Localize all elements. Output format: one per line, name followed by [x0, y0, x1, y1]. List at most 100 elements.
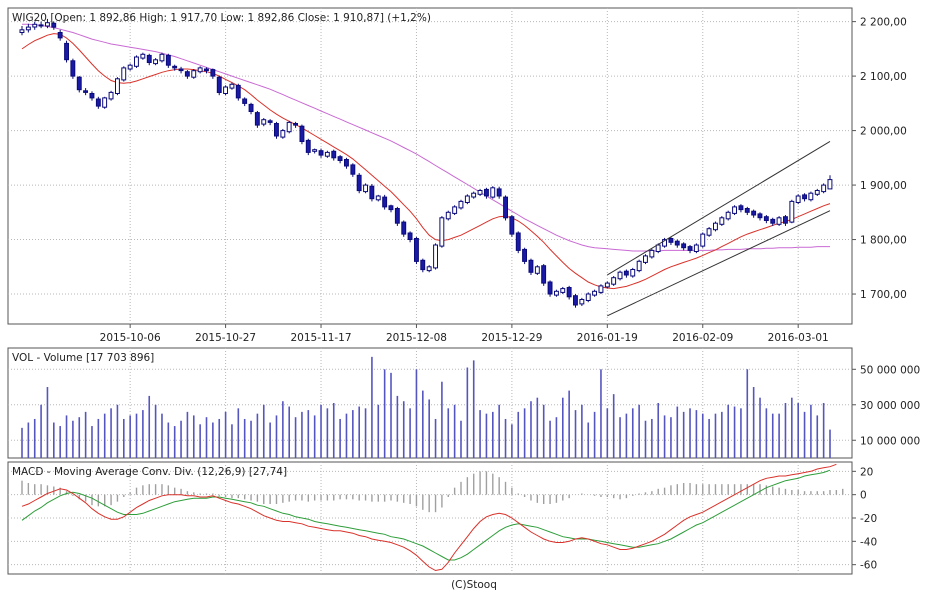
candle-body: [159, 53, 165, 62]
price-x-tick-label: 2016-03-01: [768, 332, 829, 344]
candle-body: [394, 208, 400, 224]
candle-body: [369, 185, 375, 200]
candle-body: [808, 192, 814, 201]
candle-body: [121, 67, 127, 81]
candle-body: [592, 290, 597, 296]
candle-body: [356, 174, 362, 192]
candle-body: [674, 240, 680, 246]
candle-body: [280, 130, 286, 138]
candle-body: [503, 196, 509, 219]
candle-body: [509, 216, 515, 235]
candle-body: [458, 200, 464, 209]
candle-body: [604, 282, 610, 288]
candle-body: [490, 187, 496, 198]
sma15-line: [21, 33, 831, 290]
price-y-tick-label: 2 000,00: [860, 126, 907, 138]
candle-body: [643, 255, 648, 263]
channel-upper-line: [607, 141, 831, 276]
candle-body: [713, 222, 718, 231]
candle-body: [420, 259, 426, 271]
candle-body: [204, 68, 209, 72]
macd-histogram: [21, 471, 844, 513]
candle-body: [165, 54, 171, 66]
candle-body: [821, 184, 827, 193]
candle-body: [445, 211, 451, 220]
candle-body: [725, 211, 731, 220]
candle-body: [566, 287, 572, 298]
candle-body: [763, 216, 769, 221]
candle-body: [439, 217, 445, 247]
candles: [19, 18, 833, 308]
candle-body: [32, 23, 38, 28]
candle-body: [401, 221, 407, 235]
candle-body: [636, 260, 642, 272]
price-x-tick-label: 2015-12-08: [386, 332, 447, 344]
candle-body: [623, 270, 629, 276]
price-panel: [7, 7, 853, 325]
candle-body: [630, 269, 636, 277]
candle-body: [248, 103, 254, 113]
candle-body: [344, 159, 349, 167]
candle-body: [528, 259, 534, 273]
candle-body: [375, 195, 381, 201]
channel-lower-line: [607, 210, 831, 317]
price-x-tick-label: 2016-02-09: [672, 332, 733, 344]
candle-body: [802, 194, 807, 200]
candle-body: [242, 98, 248, 104]
candle-body: [254, 112, 260, 126]
price-y-tick-label: 1 800,00: [860, 235, 907, 247]
price-y-tick-label: 1 900,00: [860, 180, 907, 192]
candle-body: [573, 295, 578, 306]
candle-body: [293, 123, 299, 126]
candle-body: [585, 293, 591, 301]
candle-body: [331, 150, 337, 159]
candle-body: [744, 208, 750, 213]
candle-body: [464, 195, 470, 203]
candle-body: [64, 42, 69, 61]
candle-body: [649, 249, 655, 258]
macd-title: MACD - Moving Average Conv. Div. (12,26,…: [12, 466, 287, 478]
volume-title: VOL - Volume [17 703 896]: [12, 352, 154, 364]
candle-body: [452, 206, 458, 214]
candle-body: [312, 149, 318, 152]
volume-y-axis: 50 000 000 30 000 000 10 000 000: [852, 364, 920, 447]
volume-panel: [7, 347, 853, 459]
candle-body: [127, 64, 133, 70]
candle-body: [496, 188, 502, 197]
candle-body: [662, 239, 667, 247]
candle-body: [318, 150, 324, 156]
volume-y-tick-label: 10 000 000: [860, 435, 920, 447]
candle-body: [560, 288, 566, 293]
candle-body: [267, 120, 273, 123]
macd-y-tick-label: 20: [860, 466, 873, 478]
candle-body: [25, 26, 31, 31]
candle-body: [757, 213, 763, 219]
candle-body: [299, 125, 305, 142]
candle-body: [261, 119, 267, 125]
candle-body: [140, 53, 146, 59]
candle-body: [324, 151, 330, 157]
candle-body: [554, 290, 559, 296]
candle-body: [611, 277, 617, 285]
price-y-tick-label: 2 100,00: [860, 71, 907, 83]
price-x-tick-label: 2015-12-29: [481, 332, 542, 344]
candle-body: [216, 76, 222, 93]
price-y-tick-label: 1 700,00: [860, 289, 907, 301]
candle-body: [95, 98, 101, 107]
candle-body: [827, 179, 833, 190]
candle-body: [286, 121, 292, 133]
candle-body: [783, 216, 788, 224]
price-x-tick-label: 2016-01-19: [577, 332, 638, 344]
candle-body: [795, 195, 801, 203]
candle-body: [789, 200, 795, 223]
candle-body: [38, 24, 44, 27]
candle-body: [426, 266, 432, 272]
candle-body: [70, 60, 76, 77]
candle-body: [706, 228, 712, 236]
candle-body: [598, 285, 604, 293]
candle-body: [477, 190, 483, 195]
candle-body: [751, 210, 757, 216]
candle-body: [178, 68, 184, 72]
volume-y-tick-label: 30 000 000: [860, 400, 920, 412]
candle-body: [45, 22, 50, 27]
